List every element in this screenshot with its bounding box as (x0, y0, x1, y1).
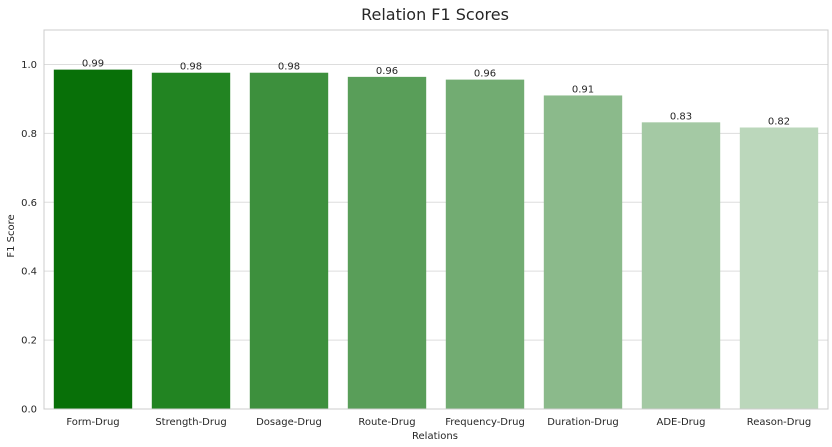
x-axis-label: Relations (412, 431, 458, 442)
bar-ade-drug (641, 122, 721, 409)
y-tick-label: 0.0 (21, 405, 37, 416)
chart-title: Relation F1 Scores (361, 5, 509, 24)
bar-strength-drug (151, 72, 231, 409)
x-tick-label: Form-Drug (66, 417, 119, 428)
y-tick-label: 0.8 (21, 129, 37, 140)
x-tick-label: Strength-Drug (155, 417, 226, 428)
x-tick-label: Duration-Drug (547, 417, 619, 428)
y-tick-label: 0.6 (21, 198, 37, 209)
data-label: 0.83 (670, 111, 692, 122)
plot-frame (43, 29, 829, 410)
data-label: 0.96 (474, 69, 496, 80)
data-label: 0.98 (278, 62, 300, 73)
bar-reason-drug (739, 127, 819, 410)
x-tick-label: Frequency-Drug (445, 417, 525, 428)
x-axis-ticks: Form-Drug Strength-Drug Dosage-Drug Route-D… (66, 417, 811, 428)
bars (53, 69, 819, 410)
bar-dosage-drug (249, 72, 329, 409)
x-tick-label: Dosage-Drug (256, 417, 322, 428)
bar-form-drug (53, 69, 133, 409)
data-label: 0.82 (768, 117, 790, 128)
data-label: 0.96 (376, 66, 398, 77)
data-labels: 0.99 0.98 0.98 0.96 0.96 0.91 0.83 0.82 (82, 59, 790, 128)
bar-duration-drug (543, 95, 623, 410)
data-label: 0.99 (82, 59, 104, 70)
bar-route-drug (347, 76, 427, 409)
data-label: 0.91 (572, 84, 594, 95)
data-label: 0.98 (180, 62, 202, 73)
x-tick-label: Reason-Drug (747, 417, 812, 428)
x-tick-label: Route-Drug (358, 417, 415, 428)
y-axis-label: F1 Score (6, 214, 17, 257)
y-tick-label: 1.0 (21, 60, 37, 71)
bar-frequency-drug (445, 79, 525, 409)
y-axis-ticks: 0.0 0.2 0.4 0.6 0.8 1.0 (21, 60, 37, 416)
y-tick-label: 0.2 (21, 336, 37, 347)
x-tick-label: ADE-Drug (657, 417, 706, 428)
y-tick-label: 0.4 (21, 267, 37, 278)
